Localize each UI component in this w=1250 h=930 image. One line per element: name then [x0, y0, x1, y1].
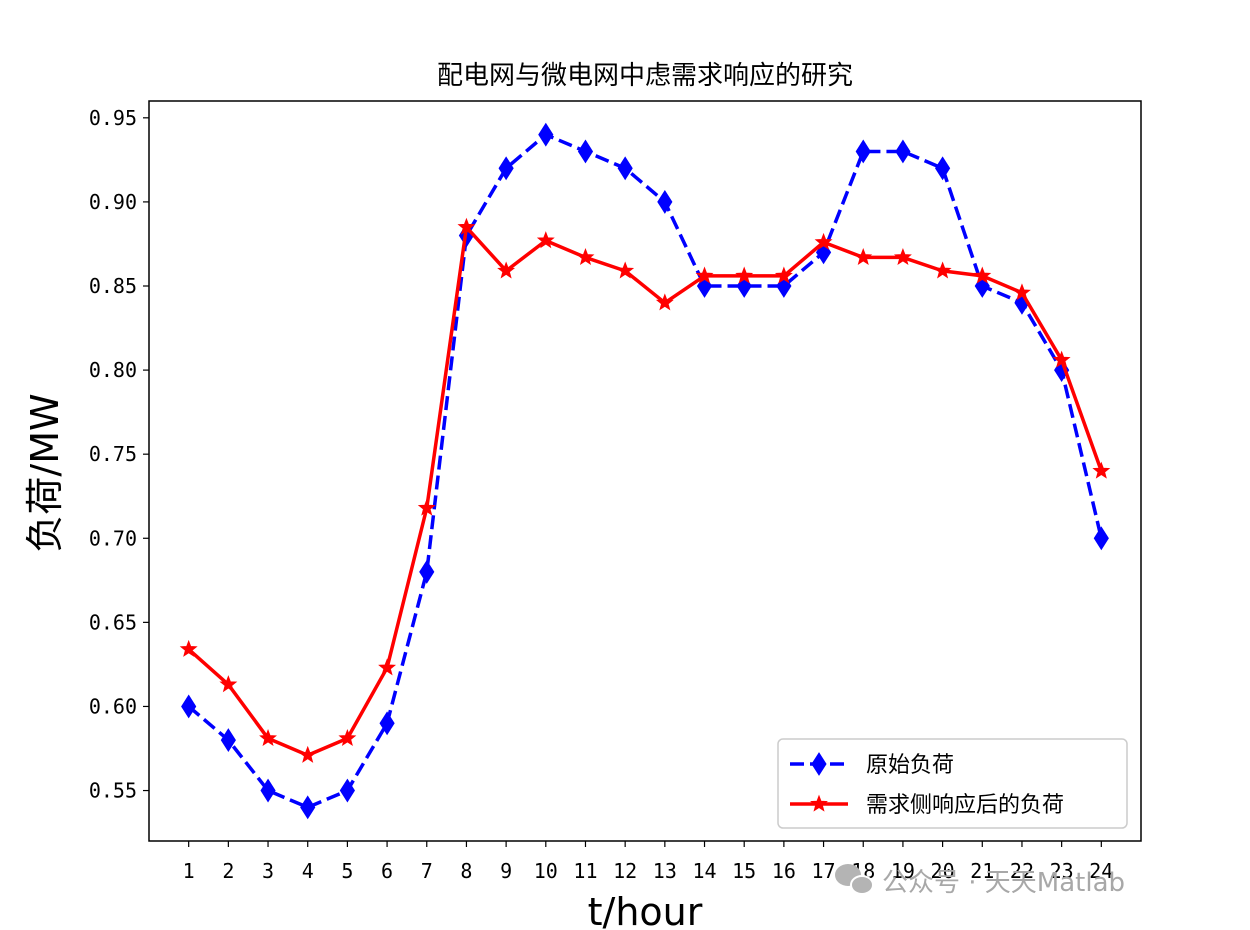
x-tick-label: 1	[183, 859, 195, 883]
legend-entry: 需求侧响应后的负荷	[790, 793, 1064, 818]
y-tick-label: 0.75	[89, 442, 137, 466]
plot-area-frame	[148, 100, 1142, 842]
data-point	[497, 261, 516, 279]
watermark-text: 公众号 · 天天Matlab	[882, 868, 1125, 898]
x-tick-label: 9	[500, 859, 512, 883]
y-tick-label: 0.80	[89, 358, 137, 382]
data-point	[655, 293, 674, 311]
data-point	[1093, 526, 1109, 551]
x-tick-label: 20	[931, 859, 955, 883]
x-tick-label: 4	[302, 859, 314, 883]
data-point	[379, 711, 395, 736]
data-point	[181, 694, 197, 719]
data-point	[657, 189, 673, 214]
data-point	[895, 139, 911, 164]
y-tick-label: 0.90	[89, 190, 137, 214]
wechat-icon	[835, 864, 874, 895]
y-tick-label: 0.70	[89, 526, 137, 550]
data-point	[219, 675, 238, 693]
y-tick-label: 0.95	[89, 106, 137, 130]
x-tick-label: 11	[573, 859, 597, 883]
legend-marker	[811, 752, 827, 776]
data-point	[536, 231, 555, 249]
x-tick-label: 7	[421, 859, 433, 883]
x-tick-label: 15	[732, 859, 756, 883]
x-tick-label: 17	[812, 859, 836, 883]
data-point	[855, 139, 871, 164]
x-tick-label: 16	[772, 859, 796, 883]
x-tick-label: 8	[460, 859, 472, 883]
series-line	[187, 132, 1104, 810]
x-tick-label: 12	[613, 859, 637, 883]
legend-entry: 原始负荷	[790, 752, 954, 778]
x-tick-label: 2	[222, 859, 234, 883]
x-tick-label: 5	[341, 859, 353, 883]
data-point	[577, 139, 594, 164]
data-point	[1052, 350, 1071, 368]
data-point	[457, 217, 476, 235]
data-point	[419, 559, 435, 584]
x-tick-label: 10	[534, 859, 558, 883]
series-layer	[179, 122, 1111, 820]
data-point	[893, 248, 912, 266]
x-tick-label: 14	[692, 859, 716, 883]
data-point	[259, 729, 277, 747]
watermark: 公众号 · 天天Matlab	[835, 864, 1125, 898]
x-tick-label: 6	[381, 859, 393, 883]
series-2	[179, 217, 1111, 763]
data-point	[735, 266, 754, 284]
x-axis-title: t/hour	[588, 890, 703, 930]
data-point	[1013, 283, 1031, 301]
data-point	[616, 261, 635, 279]
y-tick-label: 0.85	[89, 274, 137, 298]
data-point	[220, 728, 236, 753]
x-tick-label: 22	[1010, 859, 1034, 883]
data-point	[498, 156, 514, 181]
series-line	[187, 225, 1103, 757]
x-tick-label: 13	[653, 859, 677, 883]
data-point	[576, 248, 595, 266]
data-point	[695, 266, 714, 284]
legend-label: 原始负荷	[866, 753, 954, 778]
data-point	[260, 778, 276, 803]
data-point	[378, 658, 397, 676]
data-point	[300, 795, 316, 820]
x-tick-label: 21	[970, 859, 994, 883]
data-point	[339, 778, 355, 803]
x-tick-label: 19	[891, 859, 915, 883]
chart-title: 配电网与微电网中虑需求响应的研究	[437, 61, 853, 91]
y-axis-title: 负荷/MW	[23, 393, 67, 552]
data-point	[935, 156, 951, 181]
data-point	[298, 745, 317, 763]
y-axis-ticks: 0.55 0.60 0.65 0.70 0.75 0.80 0.85 0.90 0.95	[89, 106, 149, 803]
x-tick-label: 24	[1089, 859, 1113, 883]
data-point	[973, 266, 992, 284]
data-point	[774, 266, 793, 284]
y-tick-label: 0.65	[89, 610, 137, 634]
data-point	[854, 248, 873, 266]
data-point	[933, 261, 952, 279]
legend-label: 需求侧响应后的负荷	[866, 793, 1064, 818]
data-point	[538, 122, 554, 147]
x-axis-ticks: 1 2 3 4 5 6 7 8 9 10 11 12 13 14 15 16 17 18 19 20 21 22 23 24	[183, 841, 1113, 883]
data-point	[417, 498, 436, 516]
data-point	[617, 156, 633, 181]
data-point	[814, 232, 833, 250]
legend-marker	[810, 794, 828, 812]
legend-box	[777, 738, 1128, 829]
data-point	[338, 729, 357, 747]
data-point	[179, 639, 198, 657]
y-tick-label: 0.60	[89, 694, 137, 718]
data-point	[1092, 461, 1111, 479]
y-tick-label: 0.55	[89, 779, 137, 803]
x-tick-label: 3	[262, 859, 274, 883]
x-tick-label: 23	[1050, 859, 1074, 883]
